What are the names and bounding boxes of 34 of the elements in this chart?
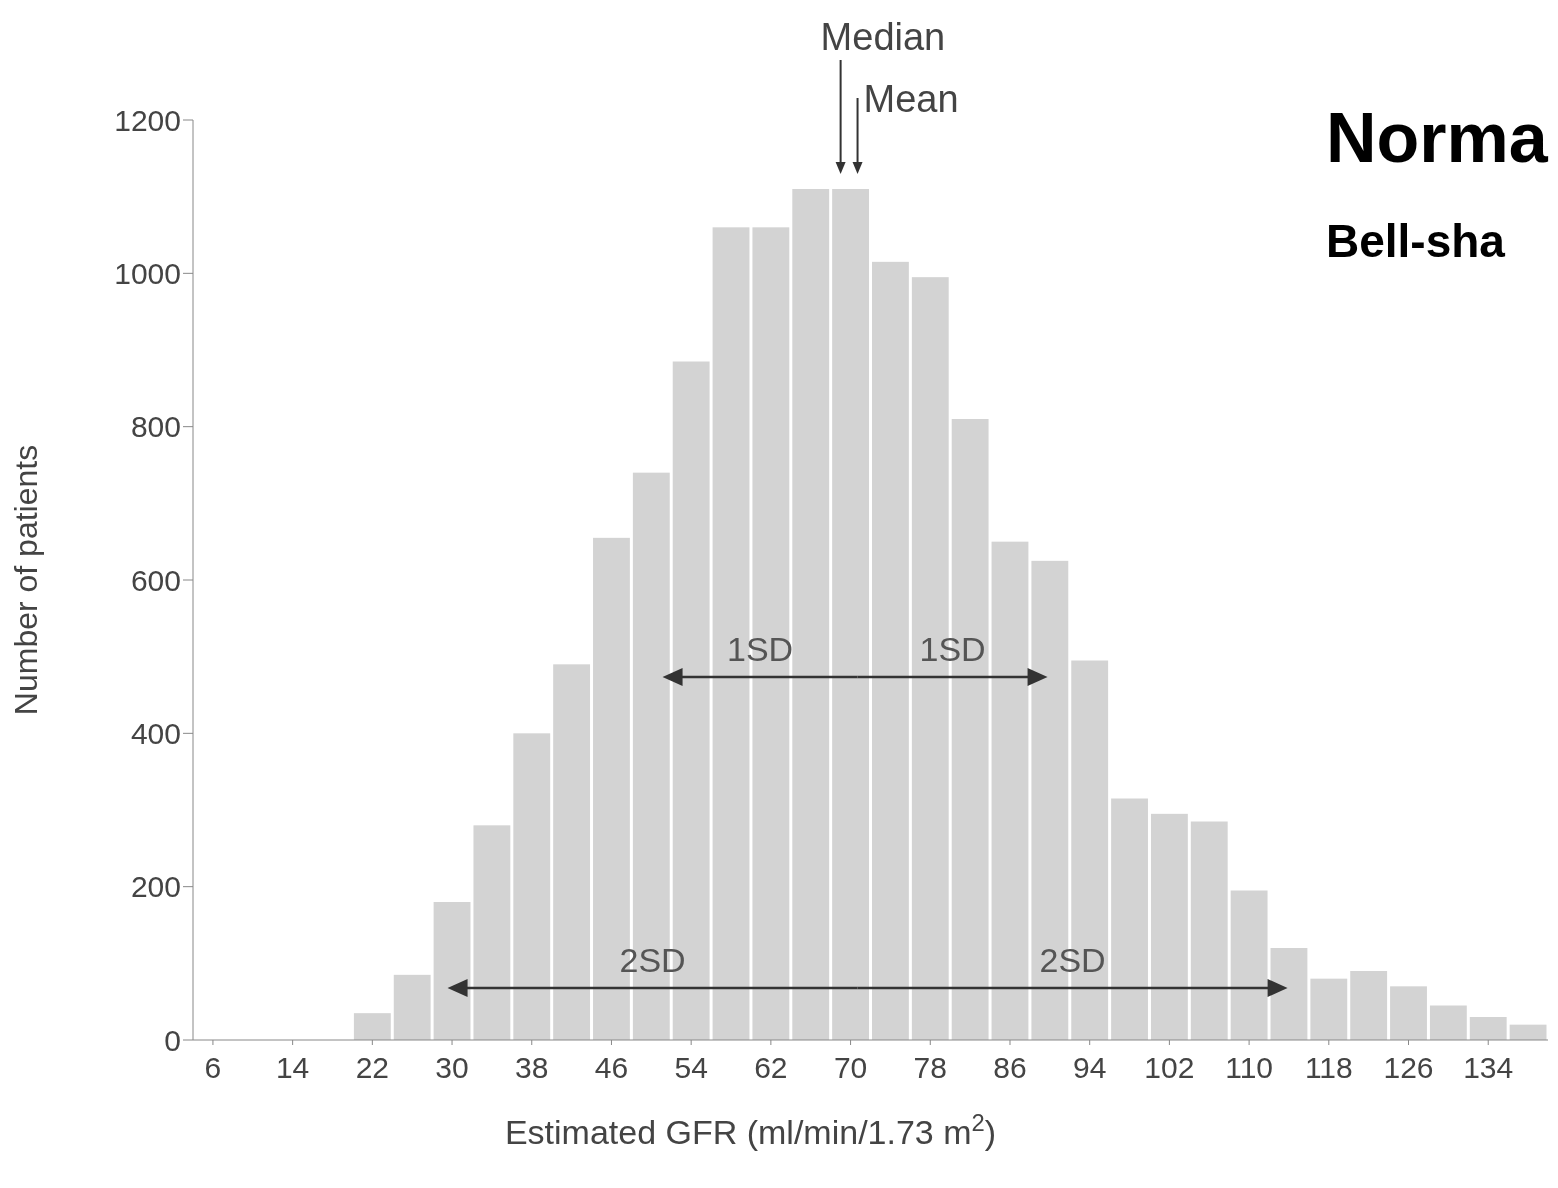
- y-tick-label: 600: [130, 563, 181, 597]
- annotation: 2SD: [1039, 941, 1106, 979]
- y-tick-label: 400: [130, 716, 181, 750]
- x-tick-label: 86: [993, 1051, 1027, 1085]
- x-tick-label: 54: [674, 1051, 708, 1085]
- x-tick-label: 126: [1383, 1051, 1434, 1085]
- x-tick-label: 14: [275, 1051, 310, 1085]
- y-tick-label: 0: [164, 1023, 181, 1057]
- y-tick-label: 1200: [114, 103, 181, 137]
- x-tick-label: 22: [355, 1051, 390, 1085]
- annotation: 1SD: [919, 630, 986, 668]
- ref-line-label: Median: [820, 16, 946, 58]
- y-axis-title: Number of patients: [8, 444, 45, 716]
- x-tick-label: 38: [515, 1051, 549, 1085]
- annotation: 1SD: [726, 630, 794, 668]
- ref-line-label: Mean: [863, 78, 959, 120]
- y-tick-label: 800: [130, 410, 181, 444]
- x-tick-label: 6: [204, 1051, 222, 1085]
- x-axis-title: Estimated GFR (ml/min/1.73 m$^{2}$): [504, 1108, 997, 1151]
- x-tick-label: 30: [435, 1051, 469, 1085]
- x-tick-label: 110: [1225, 1051, 1274, 1085]
- x-tick-label: 118: [1304, 1051, 1353, 1085]
- x-tick-label: 134: [1463, 1051, 1514, 1085]
- x-tick-label: 70: [833, 1051, 868, 1085]
- y-tick-label: 200: [130, 870, 181, 904]
- x-tick-label: 102: [1144, 1051, 1195, 1085]
- x-tick-label: 94: [1073, 1051, 1107, 1085]
- x-tick-label: 62: [754, 1051, 788, 1085]
- annotation: 2SD: [619, 941, 686, 979]
- x-tick-label: 78: [913, 1051, 947, 1085]
- y-tick-label: 1000: [114, 256, 181, 290]
- chart-title: Norma: [1326, 98, 1548, 178]
- text: Bell-sha: [1326, 214, 1505, 268]
- x-tick-label: 46: [594, 1051, 629, 1085]
